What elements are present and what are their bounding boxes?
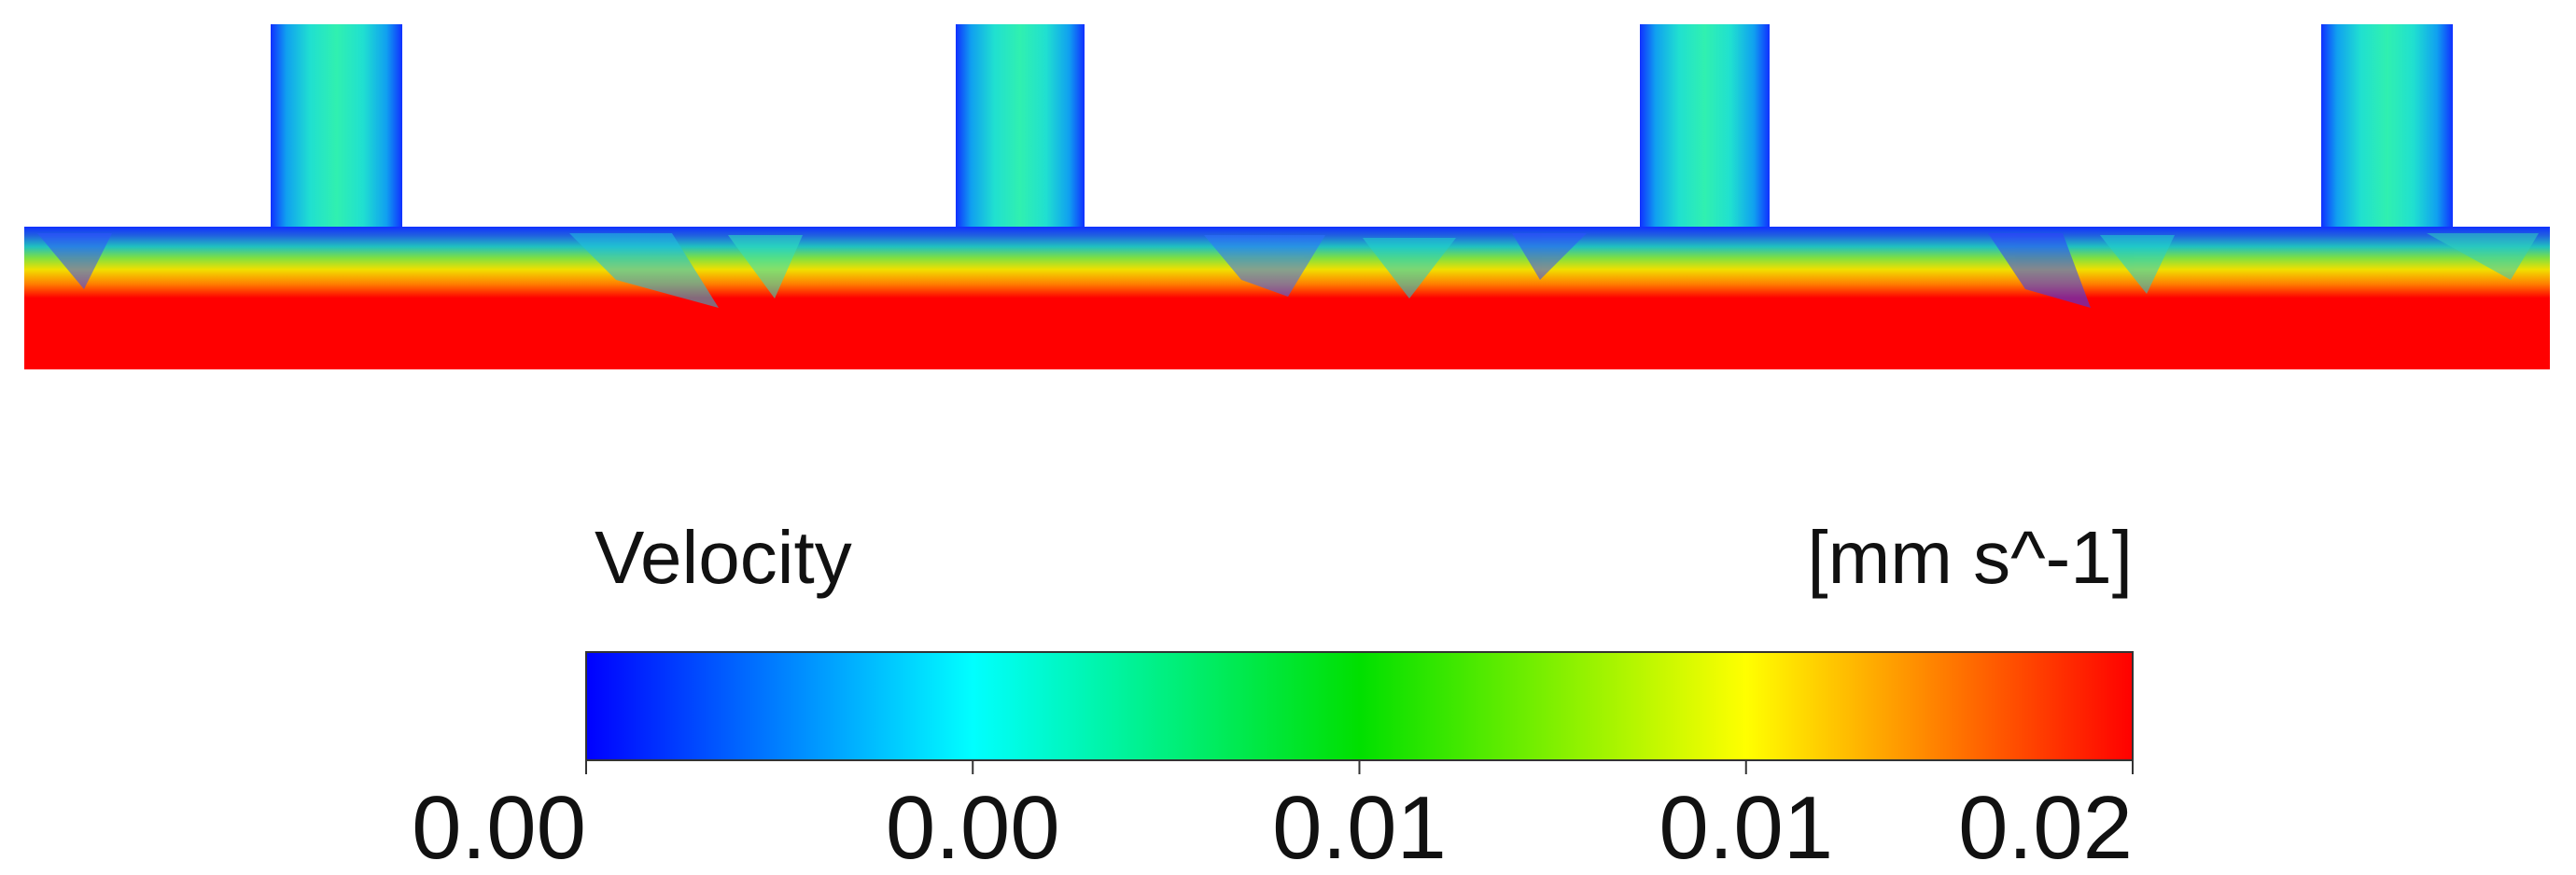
tick-label: 0.00 bbox=[886, 778, 1060, 875]
pillar bbox=[2321, 24, 2453, 229]
tick-label: 0.02 bbox=[1958, 778, 2133, 875]
pillar bbox=[271, 24, 402, 229]
colorbar-gradient bbox=[585, 651, 2134, 761]
tick-label: 0.00 bbox=[412, 778, 586, 875]
colorbar-ticks: 0.00 0.00 0.01 0.01 0.02 bbox=[412, 760, 2134, 875]
tick-label: 0.01 bbox=[1659, 778, 1833, 875]
legend-title: Velocity bbox=[595, 516, 852, 599]
mesh-texture bbox=[37, 233, 2539, 308]
legend-unit: [mm s^-1] bbox=[1807, 516, 2133, 599]
pillar bbox=[1640, 24, 1770, 229]
tick-label: 0.01 bbox=[1272, 778, 1447, 875]
pillar bbox=[956, 24, 1085, 229]
colorbar: Velocity [mm s^-1] 0.00 0.00 0.01 0.01 0.02 bbox=[412, 516, 2134, 875]
contour-plot bbox=[24, 24, 2550, 369]
